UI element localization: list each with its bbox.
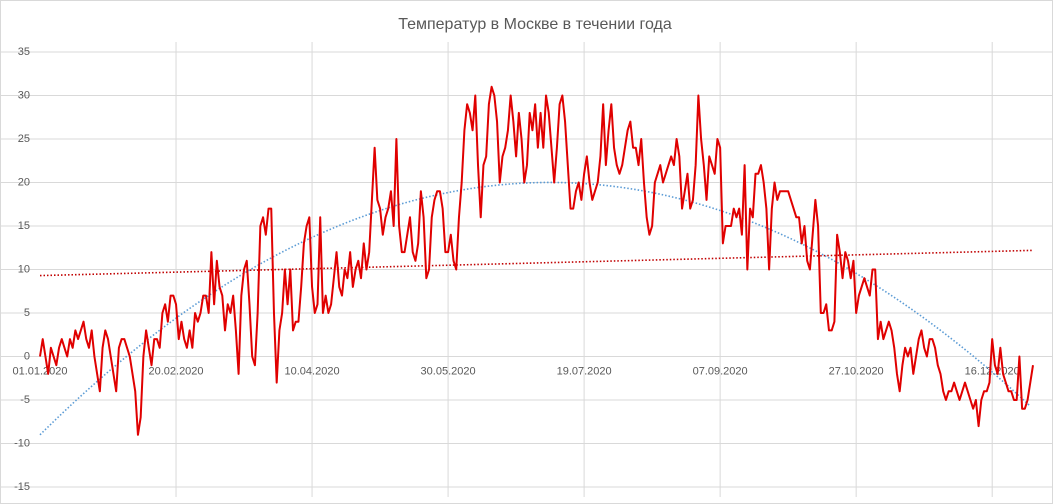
y-tick-label: 20 [18,176,30,188]
y-tick-label: 30 [18,89,30,101]
y-tick-label: 5 [24,307,30,319]
x-tick-label: 01.01.2020 [12,365,67,377]
chart-title: Температур в Москве в течении года [398,16,672,33]
y-tick-label: 10 [18,263,30,275]
y-tick-label: -5 [20,394,30,406]
y-tick-label: 0 [24,350,30,362]
y-tick-label: -10 [14,437,30,449]
y-tick-label: 25 [18,133,30,145]
x-tick-label: 20.02.2020 [148,365,203,377]
x-tick-label: 10.04.2020 [285,365,340,377]
x-tick-label: 27.10.2020 [829,365,884,377]
y-tick-label: 15 [18,220,30,232]
x-tick-label: 19.07.2020 [557,365,612,377]
y-tick-label: -15 [14,481,30,493]
y-tick-label: 35 [18,46,30,58]
data-line [39,85,1034,436]
x-tick-label: 30.05.2020 [421,365,476,377]
x-tick-label: 07.09.2020 [693,365,748,377]
trend-line [39,249,1034,277]
